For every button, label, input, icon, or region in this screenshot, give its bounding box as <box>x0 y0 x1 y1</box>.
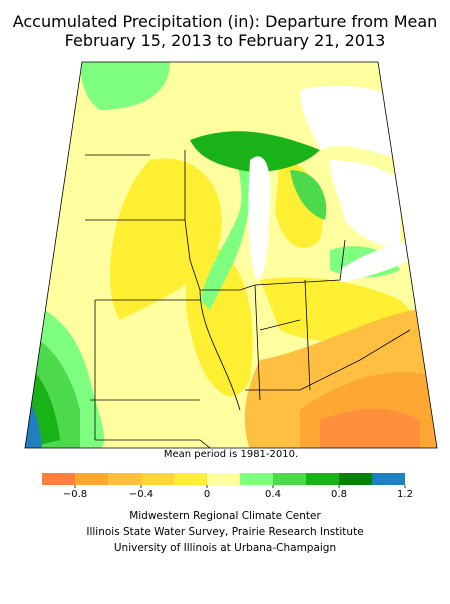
tick-label: 1.2 <box>397 489 413 500</box>
region <box>320 408 420 448</box>
region <box>110 158 222 320</box>
tick-label: 0 <box>204 489 210 500</box>
color-bin <box>273 473 306 485</box>
color-bin <box>108 473 141 485</box>
credit-line: University of Illinois at Urbana-Champai… <box>114 542 336 554</box>
map <box>24 61 438 449</box>
tick-label: −0.4 <box>129 489 153 500</box>
color-bin <box>207 473 240 485</box>
color-bin <box>306 473 339 485</box>
map-frame <box>24 61 438 449</box>
title-line: February 15, 2013 to February 21, 2013 <box>65 31 386 50</box>
color-bin <box>75 473 108 485</box>
region <box>290 170 327 220</box>
color-bin <box>372 473 405 485</box>
color-bin <box>141 473 174 485</box>
lake <box>330 160 400 250</box>
colorbar: −0.8 −0.4 0 0.4 0.8 1.2 <box>42 473 413 500</box>
lake <box>248 156 271 280</box>
region <box>190 131 320 172</box>
region <box>200 140 252 310</box>
lake <box>300 85 400 160</box>
lake <box>340 240 410 282</box>
region <box>185 240 253 397</box>
credit-line: Midwestern Regional Climate Center <box>129 510 321 522</box>
note: Mean period is 1981-2010. <box>164 449 298 460</box>
tick-label: 0.8 <box>331 489 347 500</box>
color-bin <box>174 473 207 485</box>
color-bin <box>42 473 75 485</box>
tick-label: −0.8 <box>63 489 87 500</box>
region <box>80 62 170 110</box>
tick-label: 0.4 <box>265 489 281 500</box>
color-bin <box>240 473 273 485</box>
title-line: Accumulated Precipitation (in): Departur… <box>13 12 438 31</box>
color-bin <box>339 473 372 485</box>
credit-line: Illinois State Water Survey, Prairie Res… <box>86 526 363 538</box>
